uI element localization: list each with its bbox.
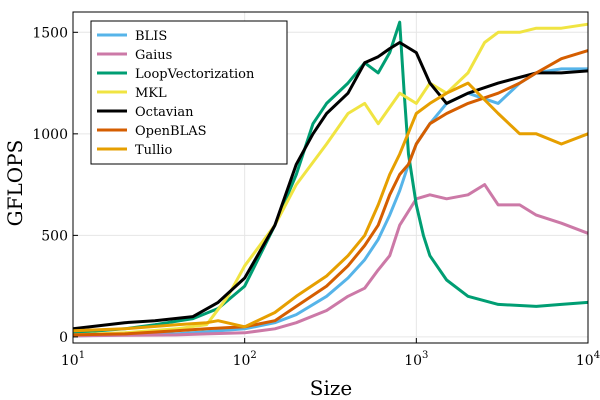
series-line-octavian — [72, 41, 589, 331]
legend-label: Gaius — [135, 48, 172, 63]
x-axis-label: Size — [310, 376, 352, 400]
legend-label: Octavian — [135, 105, 194, 120]
x-tick-label: 103 — [404, 350, 428, 369]
legend-label: LoopVectorization — [135, 67, 255, 82]
series-line-mkl — [72, 22, 589, 337]
y-tick-label: 1500 — [32, 25, 68, 41]
legend-label: BLIS — [135, 29, 167, 44]
series-layer — [72, 20, 589, 338]
y-tick-label: 1000 — [32, 127, 68, 143]
legend: BLIS Gaius LoopVectorization MKL Octavian Ope… — [90, 20, 288, 165]
y-tick-label: 0 — [59, 330, 68, 346]
x-axis-ticks: 101 102 103 104 — [61, 338, 600, 369]
series-line-gaius — [72, 183, 589, 338]
legend-label: Tullio — [135, 143, 173, 158]
x-tick-label: 102 — [233, 350, 257, 369]
plot-frame — [72, 11, 589, 344]
x-tick-label: 104 — [576, 350, 600, 369]
legend-label: MKL — [135, 86, 167, 101]
x-tick-label: 101 — [61, 350, 85, 369]
y-axis-ticks: 0 500 1000 1500 — [32, 25, 78, 346]
y-axis-label: GFLOPS — [3, 140, 27, 227]
series-line-openblas — [72, 49, 589, 337]
legend-label: OpenBLAS — [135, 124, 207, 139]
series-line-blis — [72, 67, 588, 338]
series-line-tullio — [72, 81, 589, 333]
y-tick-label: 500 — [41, 228, 68, 244]
